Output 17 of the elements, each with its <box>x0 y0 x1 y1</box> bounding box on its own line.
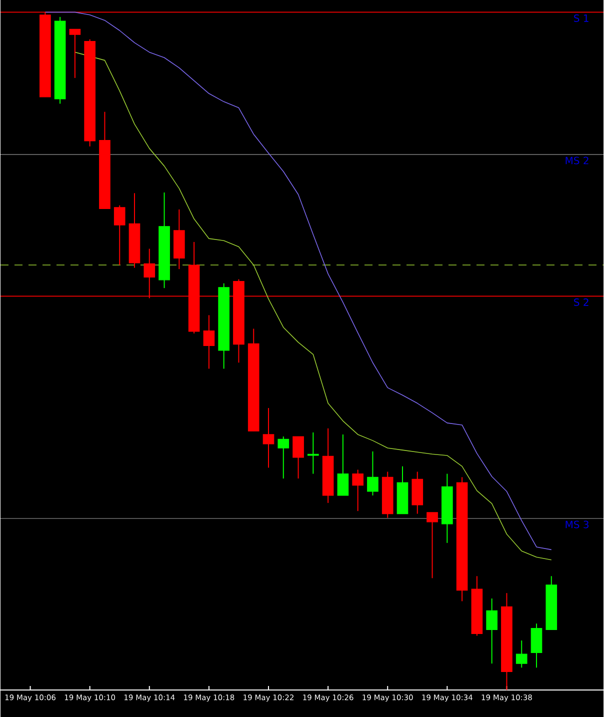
ref-line-label: S 2 <box>574 298 588 306</box>
candlestick <box>308 432 319 474</box>
ref-line-label: MS 2 <box>566 156 588 164</box>
candlestick <box>69 28 81 78</box>
candlestick <box>262 408 274 468</box>
candlestick <box>486 598 498 664</box>
candlestick <box>516 640 528 668</box>
candlestick <box>426 512 438 579</box>
candlestick <box>367 450 378 496</box>
candlestick <box>278 436 290 480</box>
candlestick <box>203 314 215 370</box>
candlestick <box>114 204 126 266</box>
candlestick <box>292 436 304 480</box>
candlestick <box>352 469 364 512</box>
candlestick <box>337 434 349 496</box>
ref-line-label: MS 3 <box>566 520 588 528</box>
ref-line-label: S 1 <box>574 14 588 22</box>
